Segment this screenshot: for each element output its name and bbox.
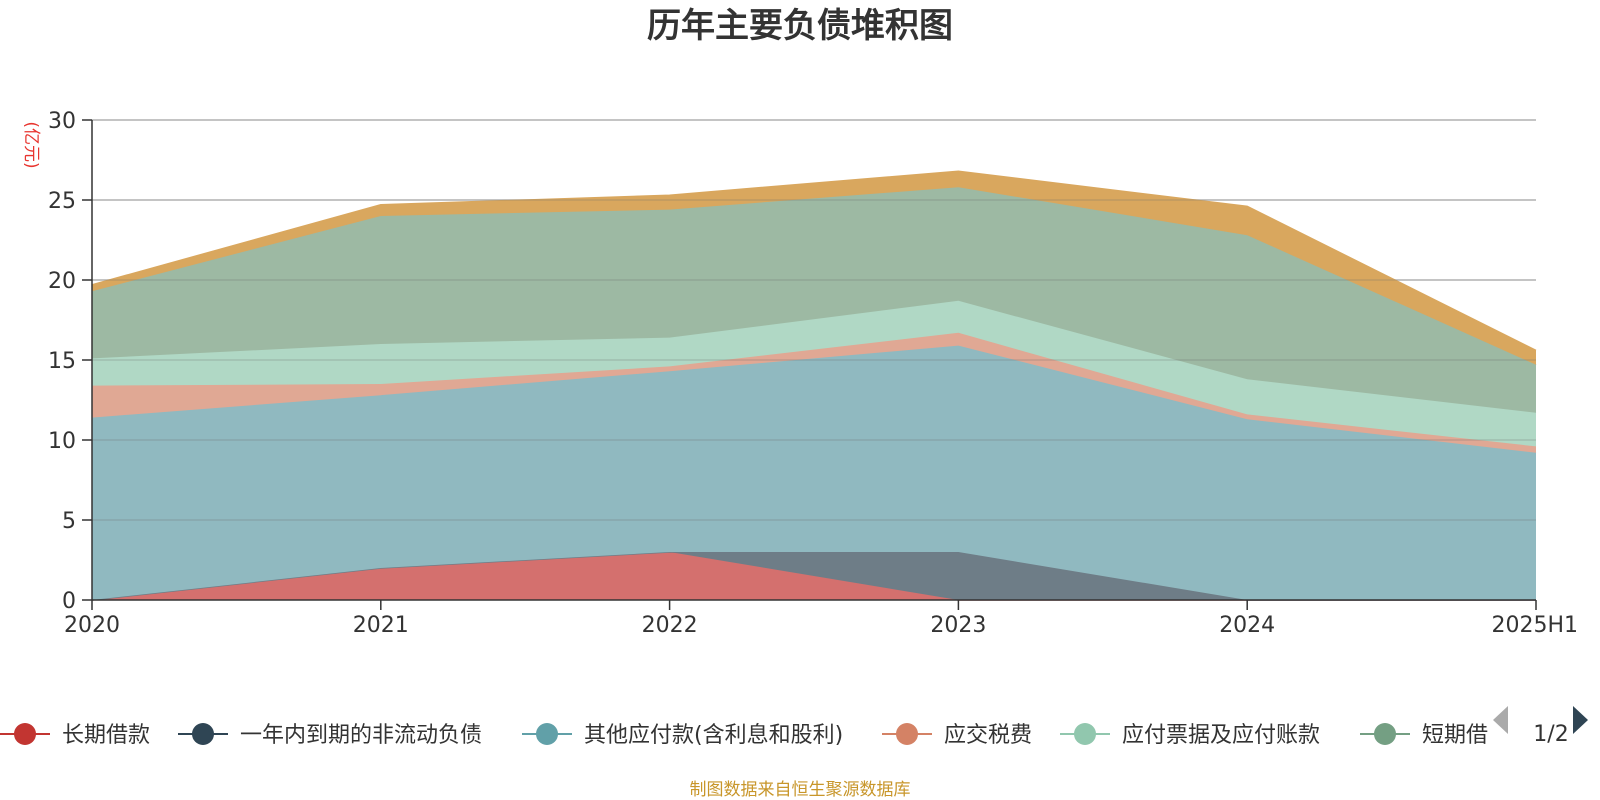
x-tick-label: 2020 [64,613,120,638]
area-series-2 [92,552,1536,600]
legend-item-1[interactable]: 长期借款 [0,723,150,748]
x-tick-label: 2022 [642,613,698,638]
y-tick-label: 0 [62,589,76,614]
area-series [91,170,1537,601]
legend-label: 应付票据及应付账款 [1122,723,1320,748]
y-tick-label: 20 [48,269,76,294]
legend-prev-icon[interactable] [1493,706,1508,734]
area-series-7 [92,171,1536,365]
legend-item-6[interactable]: 短期借 [1360,723,1488,748]
y-tick-label: 10 [48,429,76,454]
legend-marker [896,723,918,745]
legend-page-number: 1/2 [1533,722,1568,747]
series-line-7 [91,170,1537,352]
x-tick-label: 2021 [353,613,409,638]
area-series-6 [92,187,1536,413]
legend-label: 短期借 [1422,723,1488,748]
legend-marker [536,723,558,745]
legend-marker [1374,723,1396,745]
x-tick-label: 2025H1 [1491,613,1578,638]
legend-pager: 1/2 [1493,706,1588,747]
area-series-5 [92,300,1536,447]
legend-label: 一年内到期的非流动负债 [240,723,482,748]
legend-label: 长期借款 [62,723,150,748]
legend-label: 其他应付款(含利息和股利) [584,723,843,748]
y-axis-label: (亿元) [21,121,41,168]
x-tick-label: 2024 [1219,613,1275,638]
y-tick-label: 30 [48,109,76,134]
legend-marker [14,723,36,745]
axes: 0 5 10 15 20 25 30 2020 2021 2022 2023 2024 2025H1 [48,109,1578,638]
x-tick-label: 2023 [930,613,986,638]
chart-title: 历年主要负债堆积图 [647,6,953,46]
legend-item-4[interactable]: 应交税费 [882,723,1032,748]
source-note: 制图数据来自恒生聚源数据库 [690,780,911,800]
legend: 长期借款 一年内到期的非流动负债 其他应付款(含利息和股利) 应交税费 应付票据及应付账… [0,723,1488,748]
y-tick-label: 15 [48,349,76,374]
legend-next-icon[interactable] [1573,706,1588,734]
legend-marker [1074,723,1096,745]
y-tick-label: 5 [62,509,76,534]
legend-item-3[interactable]: 其他应付款(含利息和股利) [522,723,843,748]
legend-item-5[interactable]: 应付票据及应付账款 [1060,723,1320,748]
area-series-3 [92,345,1536,600]
legend-label: 应交税费 [944,723,1032,748]
legend-item-2[interactable]: 一年内到期的非流动负债 [178,723,482,748]
y-tick-label: 25 [48,189,76,214]
legend-marker [192,723,214,745]
area-series-4 [92,332,1536,453]
